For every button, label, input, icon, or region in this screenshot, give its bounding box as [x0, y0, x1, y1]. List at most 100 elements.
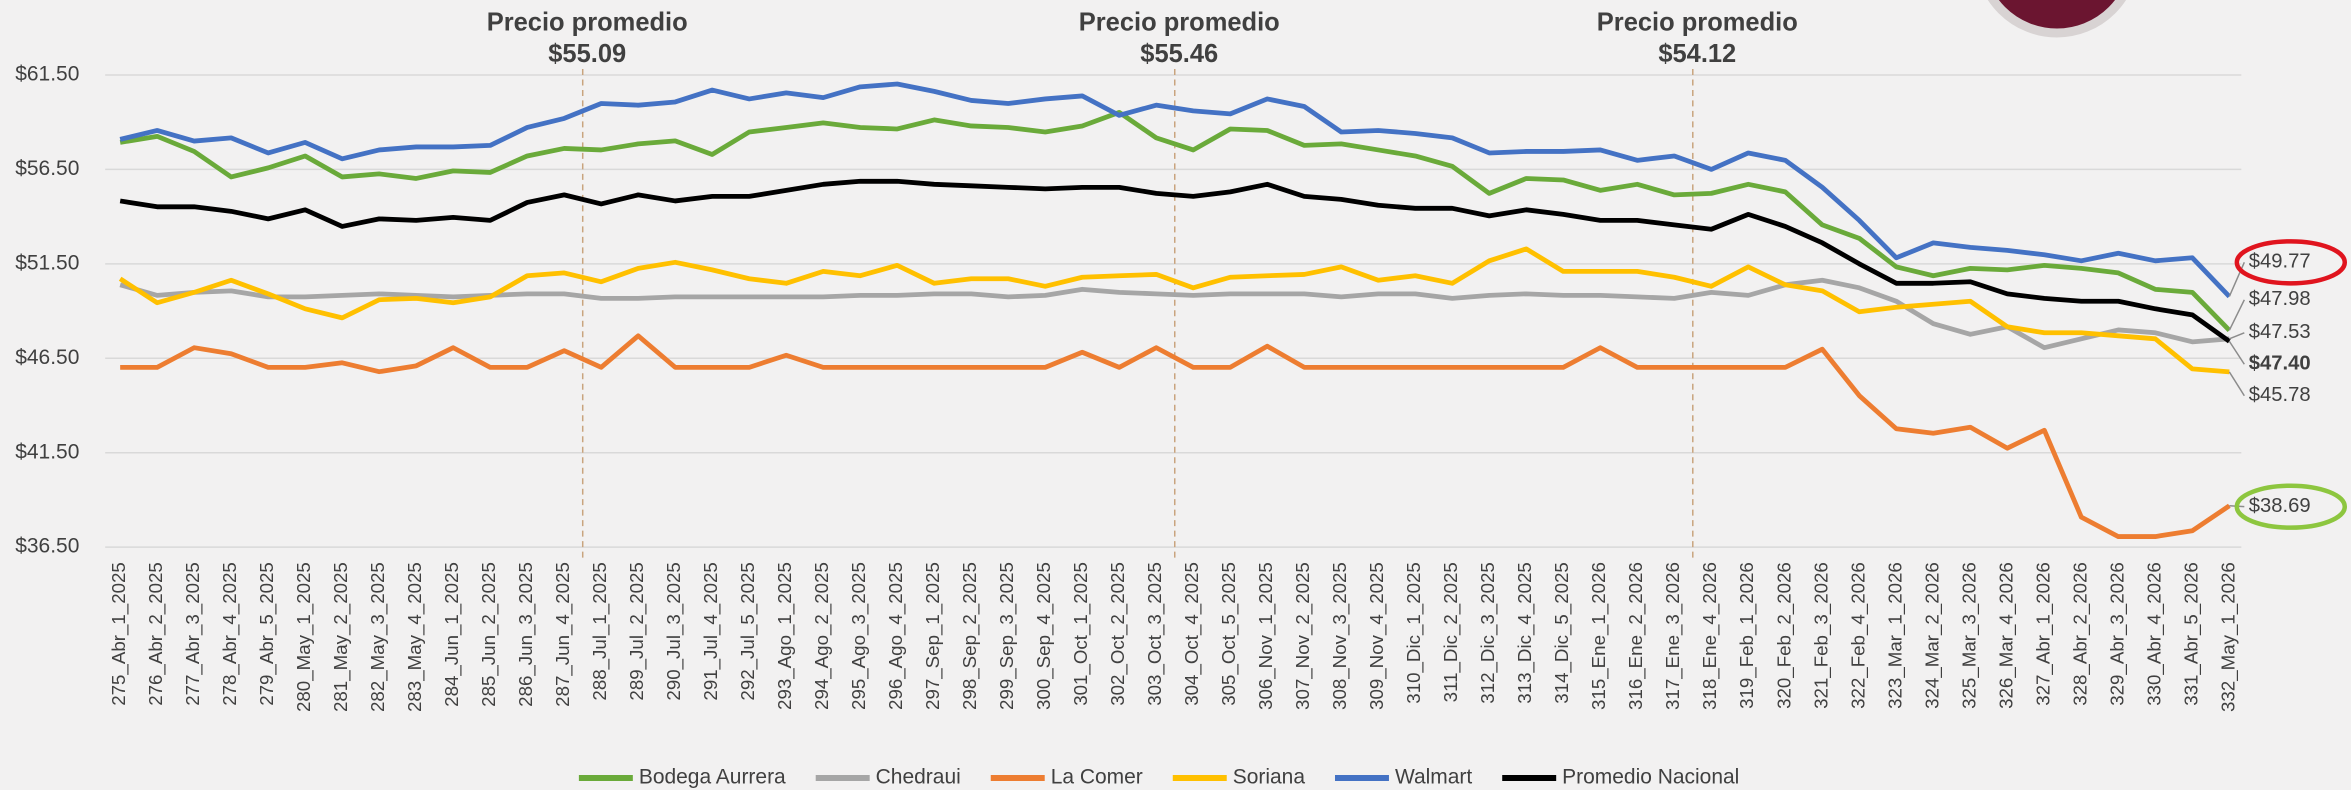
x-tick-label: 303_Oct_3_2025	[1144, 562, 1166, 706]
y-tick-label: $36.50	[15, 535, 79, 558]
x-tick-label: 302_Oct_2_2025	[1107, 562, 1129, 706]
series-line	[119, 277, 2230, 351]
x-tick-label: 276_Abr_2_2025	[145, 562, 167, 706]
x-tick-label: 306_Nov_1_2025	[1255, 562, 1277, 710]
end-value-label: $45.78	[2249, 384, 2311, 406]
label-leader	[2228, 371, 2245, 397]
label-leader	[2229, 332, 2245, 340]
label-leader	[2228, 340, 2245, 365]
end-value-label: $47.98	[2249, 288, 2311, 310]
x-tick-label: 327_Abr_1_2026	[2032, 562, 2054, 706]
x-tick-label: 318_Ene_4_2026	[1699, 562, 1721, 710]
x-tick-label: 324_Mar_2_2026	[1921, 562, 1943, 709]
x-tick-label: 286_Jun_3_2025	[515, 562, 537, 707]
series-line	[119, 178, 2231, 344]
annotations: Precio promedio $55.09 Precio promedio $55.…	[487, 9, 1798, 563]
x-tick-label: 331_Abr_5_2026	[2180, 562, 2202, 706]
annotation-title: Precio promedio	[1597, 9, 1798, 37]
x-tick-label: 305_Oct_5_2025	[1218, 562, 1240, 706]
x-tick-label: 323_Mar_1_2026	[1884, 562, 1906, 709]
x-tick-label: 299_Sep_3_2025	[996, 562, 1018, 710]
series-line	[119, 109, 2232, 332]
x-tick-label: 307_Nov_2_2025	[1292, 562, 1314, 710]
x-tick-label: 288_Jul_1_2025	[589, 562, 611, 700]
x-tick-label: 283_May_4_2025	[404, 562, 426, 712]
x-tick-label: 304_Oct_4_2025	[1181, 562, 1203, 706]
x-tick-label: 298_Sep_2_2025	[959, 562, 981, 710]
x-tick-label: 319_Feb_1_2026	[1736, 562, 1758, 709]
label-leader	[2228, 299, 2245, 331]
x-tick-label: 312_Dic_3_2025	[1477, 562, 1499, 704]
x-tick-label: 317_Ene_3_2026	[1662, 562, 1684, 710]
x-tick-label: 310_Dic_1_2025	[1403, 562, 1425, 704]
series-lines	[118, 81, 2232, 539]
x-tick-label: 297_Sep_1_2025	[922, 562, 944, 710]
x-tick-label: 325_Mar_3_2026	[1958, 562, 1980, 709]
x-tick-label: 322_Feb_4_2026	[1847, 562, 1869, 709]
x-tick-label: 314_Dic_5_2025	[1551, 562, 1573, 704]
x-tick-label: 313_Dic_4_2025	[1514, 562, 1536, 704]
x-tick-label: 293_Ago_1_2025	[774, 562, 796, 710]
x-tick-label: 278_Abr_4_2025	[219, 562, 241, 706]
x-tick-label: 301_Oct_1_2025	[1070, 562, 1092, 706]
x-tick-label: 328_Abr_2_2026	[2069, 562, 2091, 706]
labels: $47.98 $47.53 $38.69 $45.78 $49.77 $47.40	[2228, 239, 2348, 530]
x-tick-label: 308_Nov_3_2025	[1329, 562, 1351, 710]
series-line	[120, 333, 2231, 539]
y-tick-label: $56.50	[15, 157, 79, 180]
x-tick-label: 292_Jul_5_2025	[737, 562, 759, 700]
x-tick-label: 291_Jul_4_2025	[700, 562, 722, 700]
legend-label: Soriana	[1233, 766, 1306, 789]
series-line	[118, 246, 2230, 375]
y-tick-label: $61.50	[15, 62, 79, 85]
x-tick-label: 320_Feb_2_2026	[1773, 562, 1795, 709]
end-value-label: $47.53	[2249, 321, 2311, 343]
annotation-value: $55.46	[1140, 40, 1218, 68]
legend-label: Promedio Nacional	[1562, 766, 1739, 789]
x-tick-label: 332_May_1_2026	[2217, 562, 2239, 712]
x-tick-label: 294_Ago_2_2025	[811, 562, 833, 710]
label-highlight	[2234, 483, 2348, 530]
x-tick-label: 289_Jul_2_2025	[626, 562, 648, 700]
x-tick-label: 316_Ene_2_2026	[1625, 562, 1647, 710]
legend-label: Chedraui	[876, 766, 961, 789]
y-tick-label: $51.50	[15, 251, 79, 274]
annotation-value: $54.12	[1658, 40, 1736, 68]
x-tick-label: 311_Dic_2_2025	[1440, 562, 1462, 702]
y-tick-label: $46.50	[15, 346, 79, 369]
annotation-title: Precio promedio	[1079, 9, 1280, 37]
x-tick-label: 295_Ago_3_2025	[848, 562, 870, 710]
annotation-title: Precio promedio	[487, 9, 688, 37]
series-line	[119, 81, 2232, 299]
x-tick-label: 285_Jun_2_2025	[478, 562, 500, 707]
x-tick-label: 309_Nov_4_2025	[1366, 562, 1388, 710]
x-tick-label: 282_May_3_2025	[367, 562, 389, 712]
x-tick-label: 287_Jun_4_2025	[552, 562, 574, 707]
x-tick-label: 321_Feb_3_2026	[1810, 562, 1832, 709]
x-tick-label: 284_Jun_1_2025	[441, 562, 463, 707]
annotation-value: $55.09	[548, 40, 626, 68]
y-tick-label: $41.50	[15, 440, 79, 463]
x-tick-label: 330_Abr_4_2026	[2143, 562, 2165, 706]
x-tick-label: 315_Ene_1_2026	[1588, 562, 1610, 710]
x-tick-label: 329_Abr_3_2026	[2106, 562, 2128, 706]
x-tick-label: 280_May_1_2025	[293, 562, 315, 712]
logo-circle	[1987, 0, 2127, 38]
x-tick-label: 326_Mar_4_2026	[1995, 562, 2017, 709]
end-value-label: $38.69	[2249, 495, 2311, 517]
end-value-label: $49.77	[2249, 251, 2311, 273]
legend-label: Bodega Aurrera	[639, 766, 786, 789]
legend: Bodega Aurrera Chedraui La Comer Soriana Wal…	[578, 766, 1739, 789]
end-value-label: $47.40	[2249, 353, 2311, 375]
x-tick-label: 275_Abr_1_2025	[108, 562, 130, 706]
x-tick-label: 279_Abr_5_2025	[256, 562, 278, 706]
legend-label: Walmart	[1395, 766, 1472, 789]
label-highlight	[2234, 239, 2348, 286]
legend-label: La Comer	[1051, 766, 1143, 789]
x-tick-label: 296_Ago_4_2025	[885, 562, 907, 710]
x-tick-label: 300_Sep_4_2025	[1033, 562, 1055, 710]
x-tick-label: 290_Jul_3_2025	[663, 562, 685, 700]
label-leader	[2228, 262, 2246, 297]
